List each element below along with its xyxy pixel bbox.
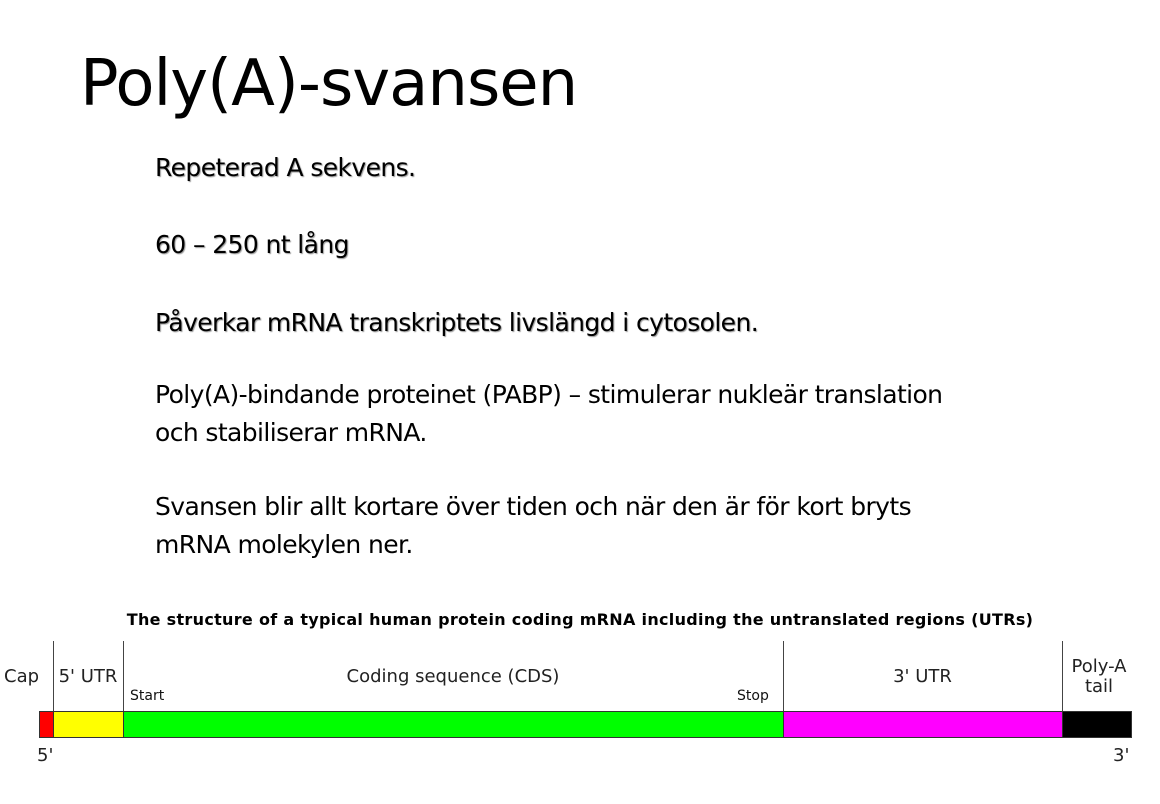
- utr3-label: 3' UTR: [893, 666, 952, 687]
- cds-label: Coding sequence (CDS): [346, 666, 560, 687]
- slide-title: Poly(A)-svansen: [80, 47, 578, 121]
- bullet-2: 60 – 250 nt lång: [155, 230, 349, 259]
- bullet-4-line2: och stabiliserar mRNA.: [155, 418, 427, 447]
- divider: [1062, 641, 1063, 711]
- stop-label: Stop: [737, 688, 769, 704]
- bullet-5-line2: mRNA molekylen ner.: [155, 530, 413, 559]
- polya-label-line2: tail: [1084, 676, 1114, 697]
- three-prime-label: 3': [1113, 745, 1130, 766]
- divider: [783, 641, 784, 711]
- cap-label: Cap: [4, 666, 40, 687]
- diagram-title: The structure of a typical human protein…: [126, 610, 1034, 629]
- five-prime-label: 5': [37, 745, 54, 766]
- divider: [53, 641, 54, 711]
- cap-segment: [39, 711, 54, 738]
- utr5-label: 5' UTR: [58, 666, 118, 687]
- bullet-1: Repeterad A sekvens.: [155, 153, 416, 182]
- bullet-4-line1: Poly(A)-bindande proteinet (PABP) – stim…: [155, 380, 943, 409]
- cds-segment: [123, 711, 784, 738]
- start-label: Start: [130, 688, 165, 704]
- bullet-3: Påverkar mRNA transkriptets livslängd i …: [155, 308, 759, 337]
- divider: [123, 641, 124, 711]
- polya-segment: [1062, 711, 1132, 738]
- utr3-segment: [783, 711, 1063, 738]
- bullet-5-line1: Svansen blir allt kortare över tiden och…: [155, 492, 912, 521]
- utr5-segment: [53, 711, 124, 738]
- polya-label-line1: Poly-A: [1071, 656, 1127, 677]
